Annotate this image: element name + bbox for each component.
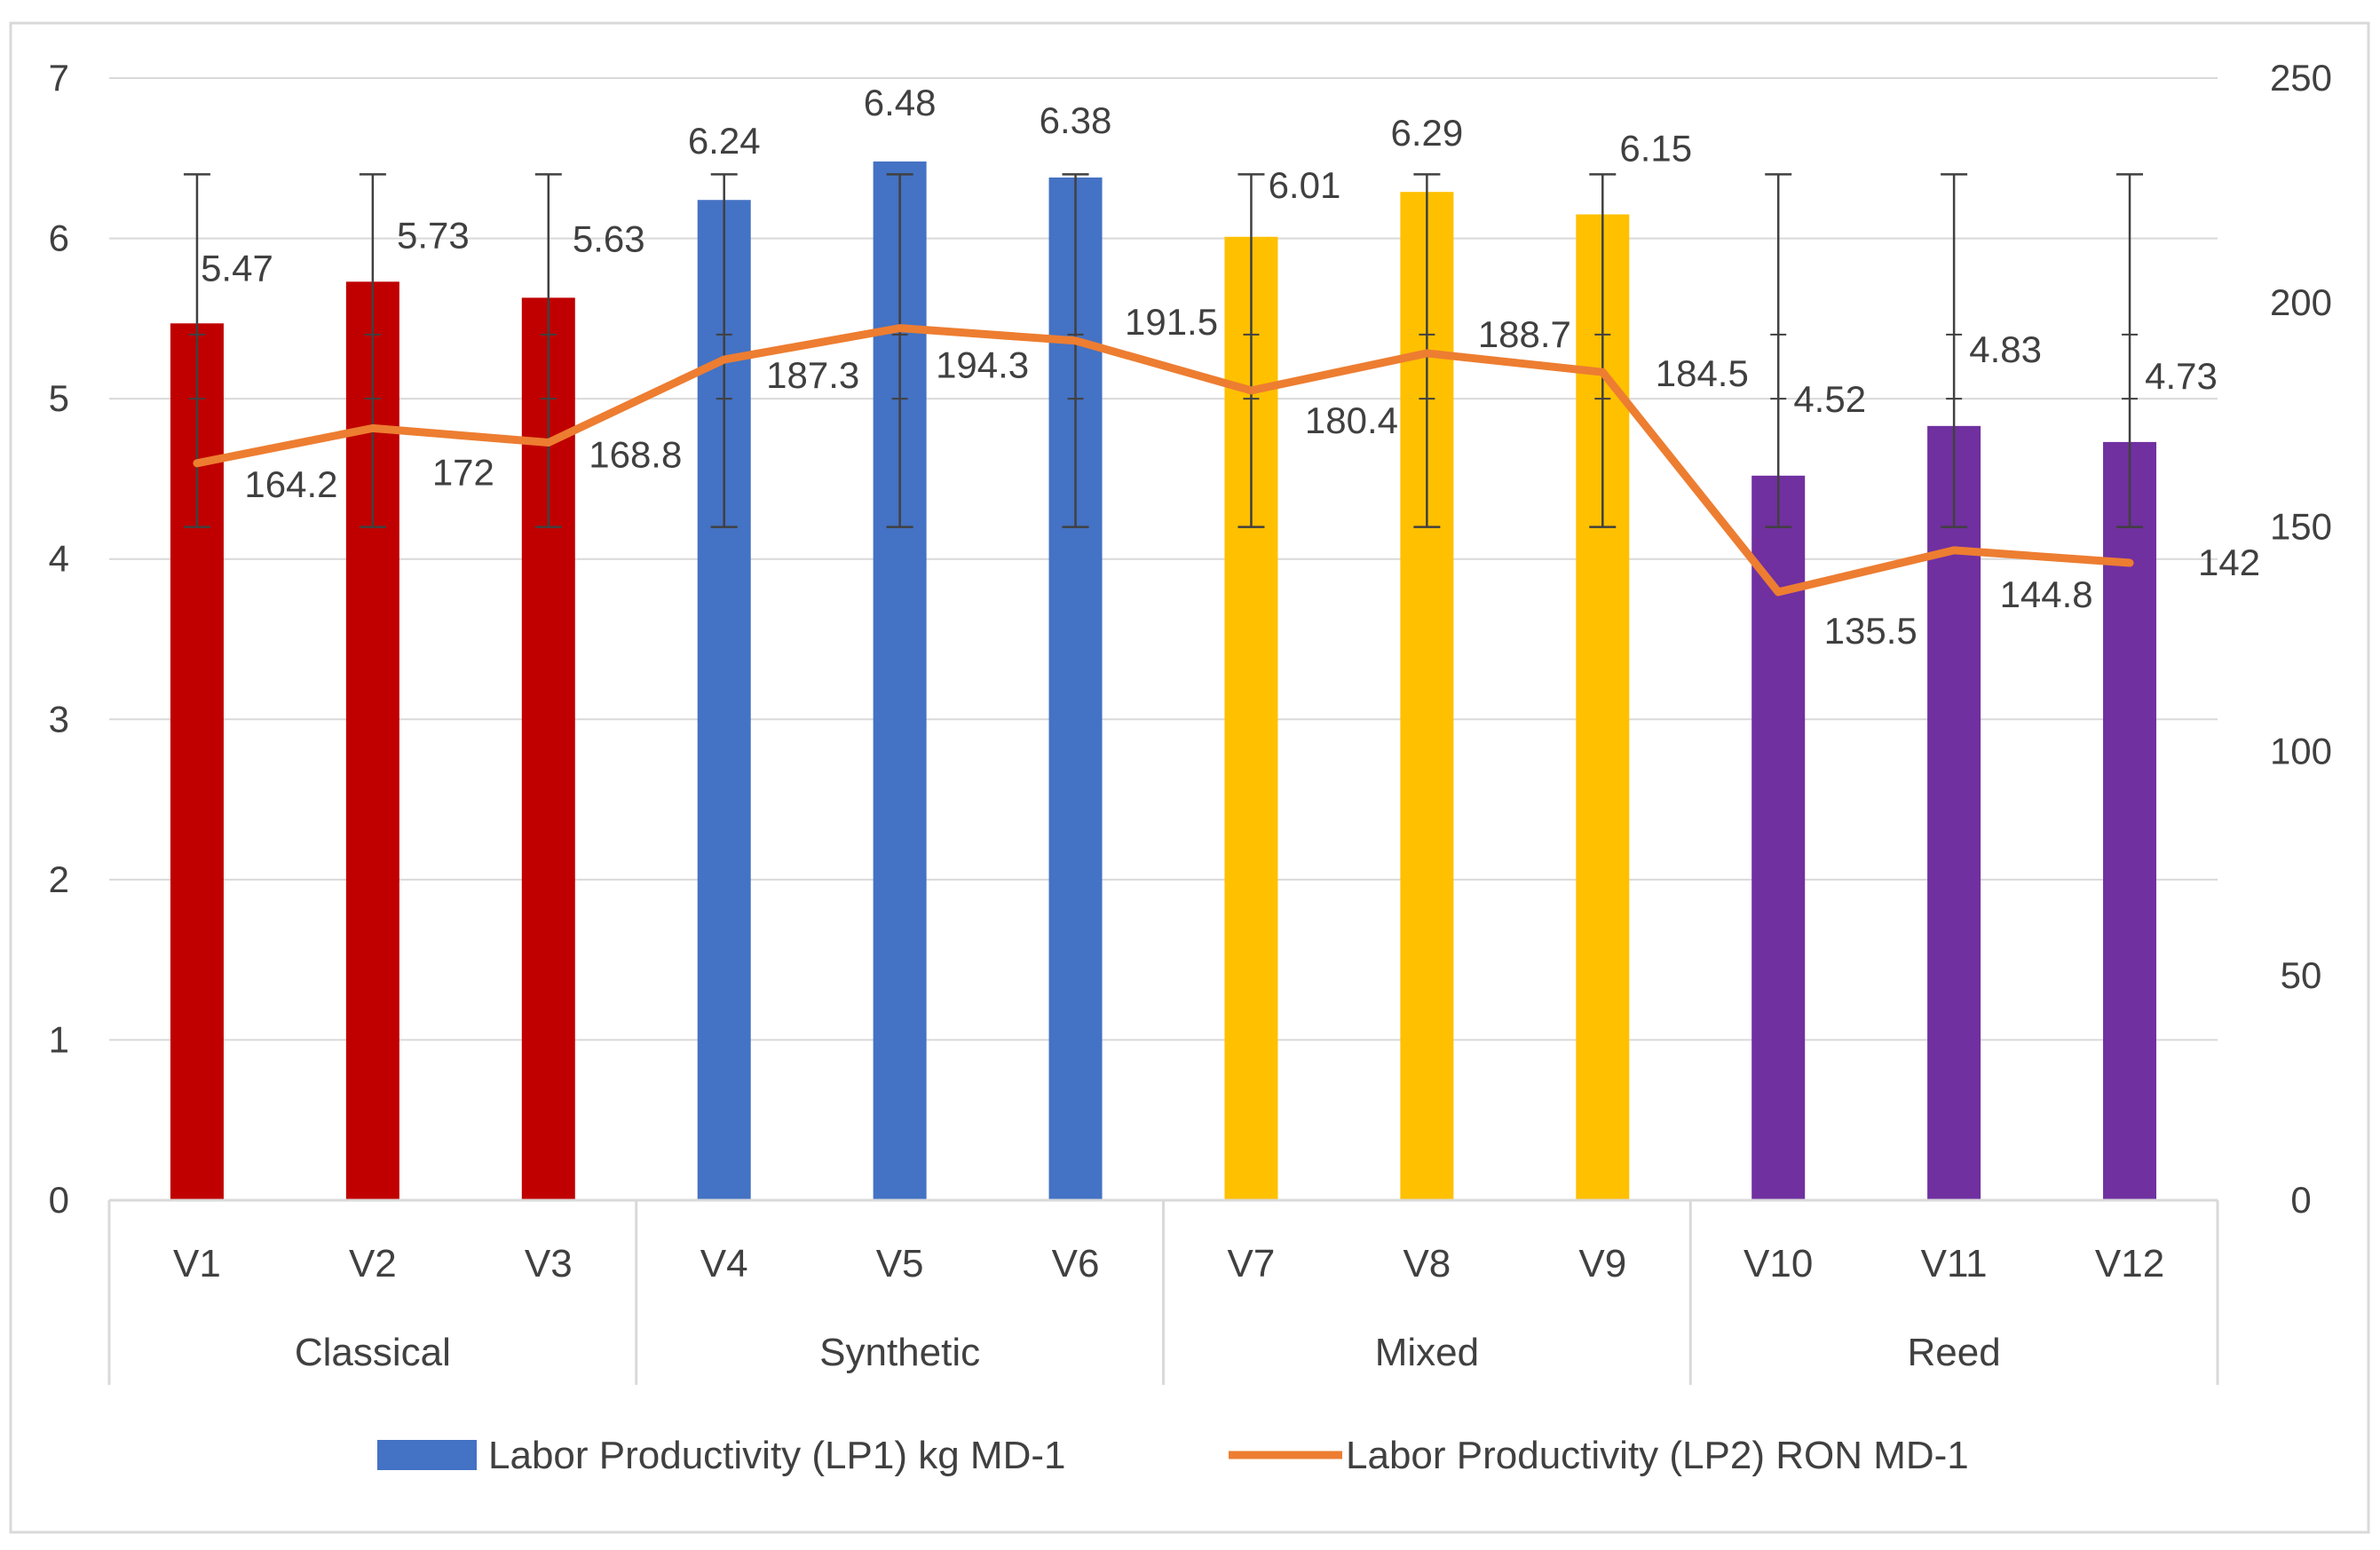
bar-V11 [1927, 425, 1981, 1201]
lp2-point-V9 [1600, 369, 1606, 376]
bar-V12 [2103, 441, 2157, 1200]
left-axis-tick-label: 1 [49, 1018, 69, 1060]
left-axis-tick-label: 3 [49, 698, 69, 739]
bar-value-label-V7: 6.01 [1269, 164, 1341, 206]
bar-V10 [1751, 475, 1806, 1200]
line-value-labels: 164.2 172 168.8 187.3 194.3 191.5 180.4 188.7 18… [244, 301, 2260, 652]
legend: Labor Productivity (LP1) kg MD-1 Labor Pr… [377, 1434, 1969, 1477]
category-label-V5: V5 [876, 1242, 924, 1285]
bar-value-label-V11: 4.83 [1969, 328, 2042, 370]
line-value-label-V9: 184.5 [1656, 352, 1749, 394]
right-axis-tick-label: 200 [2270, 281, 2332, 323]
lp2-point-V7 [1248, 387, 1254, 393]
legend-label-lp1: Labor Productivity (LP1) kg MD-1 [488, 1434, 1065, 1477]
lp2-point-V1 [194, 460, 200, 466]
lp2-line [193, 324, 2134, 597]
bar-value-label-V3: 5.63 [573, 217, 645, 259]
left-axis-tick-label: 6 [49, 217, 69, 259]
right-y-axis: 0 50 100 150 200 250 [2270, 57, 2332, 1221]
category-label-V9: V9 [1578, 1242, 1626, 1285]
right-axis-tick-label: 250 [2270, 57, 2332, 99]
bar-value-label-V5: 6.48 [864, 82, 937, 123]
lp2-point-V8 [1424, 350, 1430, 356]
line-value-label-V3: 168.8 [589, 434, 682, 476]
line-value-label-V1: 164.2 [244, 463, 337, 505]
line-value-label-V5: 194.3 [936, 344, 1029, 386]
left-axis-tick-label: 7 [49, 57, 69, 99]
legend-swatch-lp1 [377, 1440, 477, 1470]
bar-value-label-V4: 6.24 [688, 120, 761, 162]
bar-value-label-V8: 6.29 [1391, 112, 1464, 154]
group-label-synthetic: Synthetic [819, 1331, 980, 1374]
lp2-point-V11 [1951, 547, 1957, 553]
category-label-V3: V3 [525, 1242, 573, 1285]
category-label-V2: V2 [349, 1242, 397, 1285]
group-label-classical: Classical [295, 1331, 451, 1374]
right-axis-tick-label: 100 [2270, 730, 2332, 771]
lp2-point-V10 [1775, 589, 1782, 595]
line-value-label-V7: 180.4 [1305, 399, 1398, 441]
left-axis-tick-label: 2 [49, 858, 69, 900]
line-value-label-V2: 172 [432, 451, 494, 493]
group-label-reed: Reed [1908, 1331, 2001, 1374]
category-label-V11: V11 [1921, 1242, 1988, 1285]
line-value-label-V6: 191.5 [1125, 301, 1218, 343]
lp2-point-V3 [545, 439, 551, 446]
category-label-V12: V12 [2095, 1242, 2164, 1285]
lp2-point-V4 [721, 357, 727, 363]
category-label-V8: V8 [1403, 1242, 1451, 1285]
category-label-V1: V1 [173, 1242, 221, 1285]
category-label-V4: V4 [700, 1242, 748, 1285]
bar-value-label-V9: 6.15 [1619, 127, 1692, 169]
line-value-label-V10: 135.5 [1824, 610, 1917, 652]
right-axis-tick-label: 150 [2270, 506, 2332, 548]
group-label-mixed: Mixed [1375, 1331, 1479, 1374]
left-axis-tick-label: 0 [49, 1179, 69, 1221]
line-value-label-V12: 142 [2198, 542, 2260, 583]
line-series [193, 324, 2134, 597]
category-label-V7: V7 [1228, 1242, 1276, 1285]
bar-value-label-V12: 4.73 [2145, 355, 2218, 397]
left-axis-tick-label: 4 [49, 538, 69, 580]
bar-value-label-V1: 5.47 [201, 247, 273, 289]
line-value-label-V8: 188.7 [1478, 313, 1571, 355]
bar-value-label-V6: 6.38 [1040, 99, 1112, 141]
category-label-V6: V6 [1052, 1242, 1100, 1285]
category-label-V10: V10 [1743, 1242, 1813, 1285]
bar-value-label-V10: 4.52 [1793, 378, 1866, 420]
lp2-point-V6 [1072, 337, 1079, 344]
line-value-label-V4: 187.3 [766, 354, 859, 396]
lp2-point-V2 [369, 425, 376, 431]
gridlines [109, 77, 2218, 1041]
line-value-label-V11: 144.8 [2000, 573, 2093, 615]
bar-value-label-V2: 5.73 [397, 214, 470, 256]
left-y-axis: 0 1 2 3 4 5 6 7 [49, 57, 69, 1221]
right-axis-tick-label: 0 [2290, 1179, 2311, 1221]
x-axis: V1 V2 V3 V4 V5 V6 V7 V8 V9 V10 V11 V12 Classical Synt… [107, 1198, 2219, 1385]
legend-label-lp2: Labor Productivity (LP2) RON MD-1 [1346, 1434, 1969, 1477]
error-bars [183, 173, 2144, 528]
bar-value-labels: 5.47 5.73 5.63 6.24 6.48 6.38 6.01 6.29 6.15 4.52… [201, 82, 2218, 420]
lp2-point-V5 [897, 325, 903, 331]
lp2-point-V12 [2127, 560, 2133, 566]
left-axis-tick-label: 5 [49, 377, 69, 419]
right-axis-tick-label: 50 [2281, 954, 2322, 996]
